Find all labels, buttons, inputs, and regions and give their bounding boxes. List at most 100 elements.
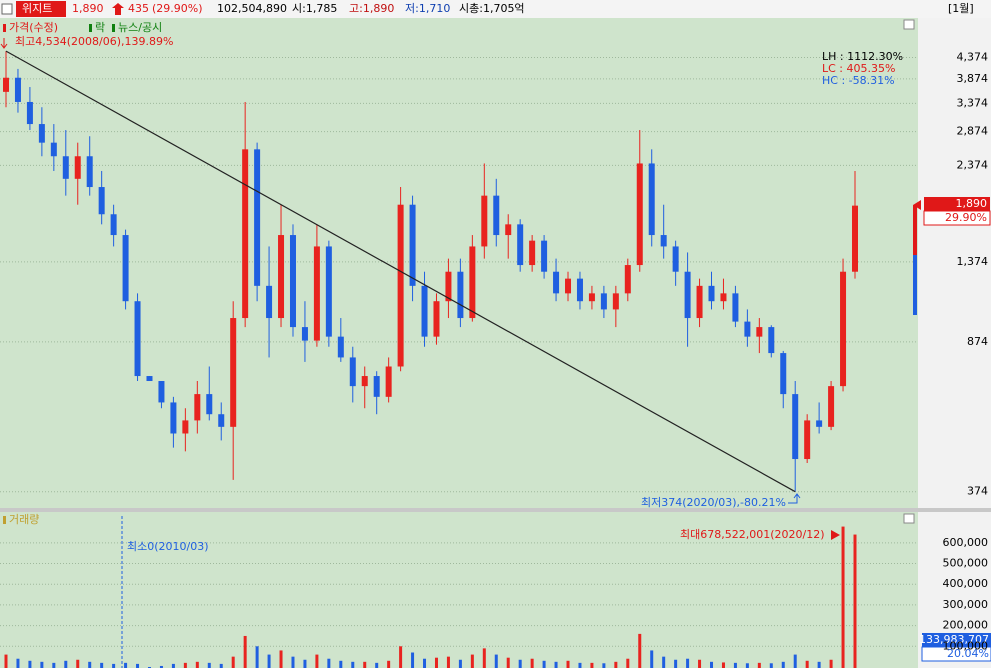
legend-icon: [112, 24, 115, 32]
candle-body: [804, 420, 811, 460]
legend-news: 뉴스/공시: [118, 21, 162, 34]
candle-body: [146, 376, 153, 382]
candle-body: [541, 240, 548, 272]
volume-bar: [853, 534, 857, 668]
candle-body: [122, 235, 129, 302]
volume-tick-label: 600,000: [943, 536, 989, 549]
last-price-tag: [924, 197, 990, 211]
open: 시:1,785: [292, 2, 337, 15]
candle-body: [576, 278, 583, 302]
candle-body: [445, 271, 452, 302]
volume-bar: [303, 659, 307, 668]
volume-bar: [626, 658, 630, 668]
volume-bar: [829, 659, 833, 668]
volume-bar: [351, 661, 355, 668]
candle-body: [206, 394, 213, 415]
candle-body: [600, 293, 607, 310]
volume-bar: [518, 659, 522, 668]
volume-bar: [793, 654, 797, 668]
candle-body: [553, 271, 560, 294]
candle-body: [409, 204, 416, 286]
volume-bar: [52, 662, 56, 668]
volume-bar: [231, 656, 235, 668]
volume-panel: [0, 512, 918, 668]
y-tick-label: 3,374: [957, 96, 989, 109]
volume-bar: [494, 654, 498, 668]
legend-icon: [3, 24, 6, 32]
candle-body: [38, 124, 45, 143]
volume-bar: [458, 659, 462, 668]
last-volume-pct-tag: [921, 646, 991, 662]
market-cap: 시총:1,705억: [459, 2, 525, 15]
volume-bar: [769, 663, 773, 668]
candle-body: [242, 149, 249, 319]
volume-bar: [28, 660, 32, 668]
y-tick-label: 2,874: [957, 125, 989, 138]
volume-legend: 거래량: [9, 513, 39, 526]
splitter[interactable]: [0, 508, 991, 512]
panel-close[interactable]: [903, 513, 915, 524]
volume-bar: [745, 663, 749, 668]
volume-bar: [16, 658, 20, 668]
panel-close[interactable]: [903, 19, 915, 30]
candle-body: [349, 357, 356, 387]
low-arrow: [788, 493, 801, 504]
volume-bar: [88, 661, 92, 668]
candle-body: [780, 353, 787, 395]
candle-body: [840, 271, 847, 387]
legend-icon: [3, 516, 6, 524]
candle-body: [612, 293, 619, 310]
volume-bar: [650, 650, 654, 668]
name-box: [16, 1, 66, 17]
volume-bar: [375, 662, 379, 668]
candle-body: [529, 240, 536, 266]
volume-tick-label: 300,000: [943, 598, 989, 611]
candle-body: [792, 394, 799, 460]
volume-bar: [315, 654, 319, 668]
checkbox[interactable]: [1, 3, 13, 15]
legend-price: 가격(수정): [9, 21, 58, 34]
volume-bar: [195, 661, 199, 668]
candle-body: [828, 386, 835, 427]
volume-bar: [207, 662, 211, 668]
change-pct: (29.90%): [152, 2, 203, 15]
hc: HC : -58.31%: [822, 74, 895, 87]
volume-bar: [387, 660, 391, 668]
candle-body: [720, 293, 727, 302]
volume-bar: [100, 662, 104, 668]
up-arrow: [112, 3, 124, 15]
volume-bar: [805, 660, 809, 668]
volume-bar: [219, 663, 223, 668]
candle-body: [182, 420, 189, 434]
candle-body: [588, 293, 595, 302]
candle-body: [289, 235, 296, 328]
candle-body: [218, 414, 225, 427]
candle-body: [110, 214, 117, 236]
period[interactable]: [1월]: [948, 2, 974, 15]
candle-body: [660, 235, 667, 247]
legend-rak: 락: [95, 21, 105, 34]
volume-bar: [721, 662, 725, 668]
candle-body: [62, 156, 69, 179]
volume-bar: [279, 650, 283, 668]
last-volume-pct: 20.04%: [947, 647, 989, 660]
candle-body: [768, 327, 775, 354]
volume-bar: [423, 658, 427, 668]
high: 고:1,890: [349, 2, 394, 15]
candle-body: [254, 149, 261, 286]
change: 435: [128, 2, 149, 15]
candle-body: [385, 366, 392, 397]
volume-bar: [434, 657, 438, 668]
volume-tick-label: 200,000: [943, 619, 989, 632]
volume-bar: [530, 658, 534, 668]
last-volume-tag: [922, 633, 991, 647]
last-price: 1,890: [956, 197, 988, 210]
candle-body: [816, 420, 823, 427]
price-pointer: [913, 200, 921, 210]
candle-body: [301, 327, 308, 341]
lh: LH : 1112.30%: [822, 50, 903, 63]
volume-bar: [76, 659, 80, 668]
candle-body: [433, 301, 440, 337]
price-panel: [0, 18, 918, 508]
candle-body: [397, 204, 404, 367]
